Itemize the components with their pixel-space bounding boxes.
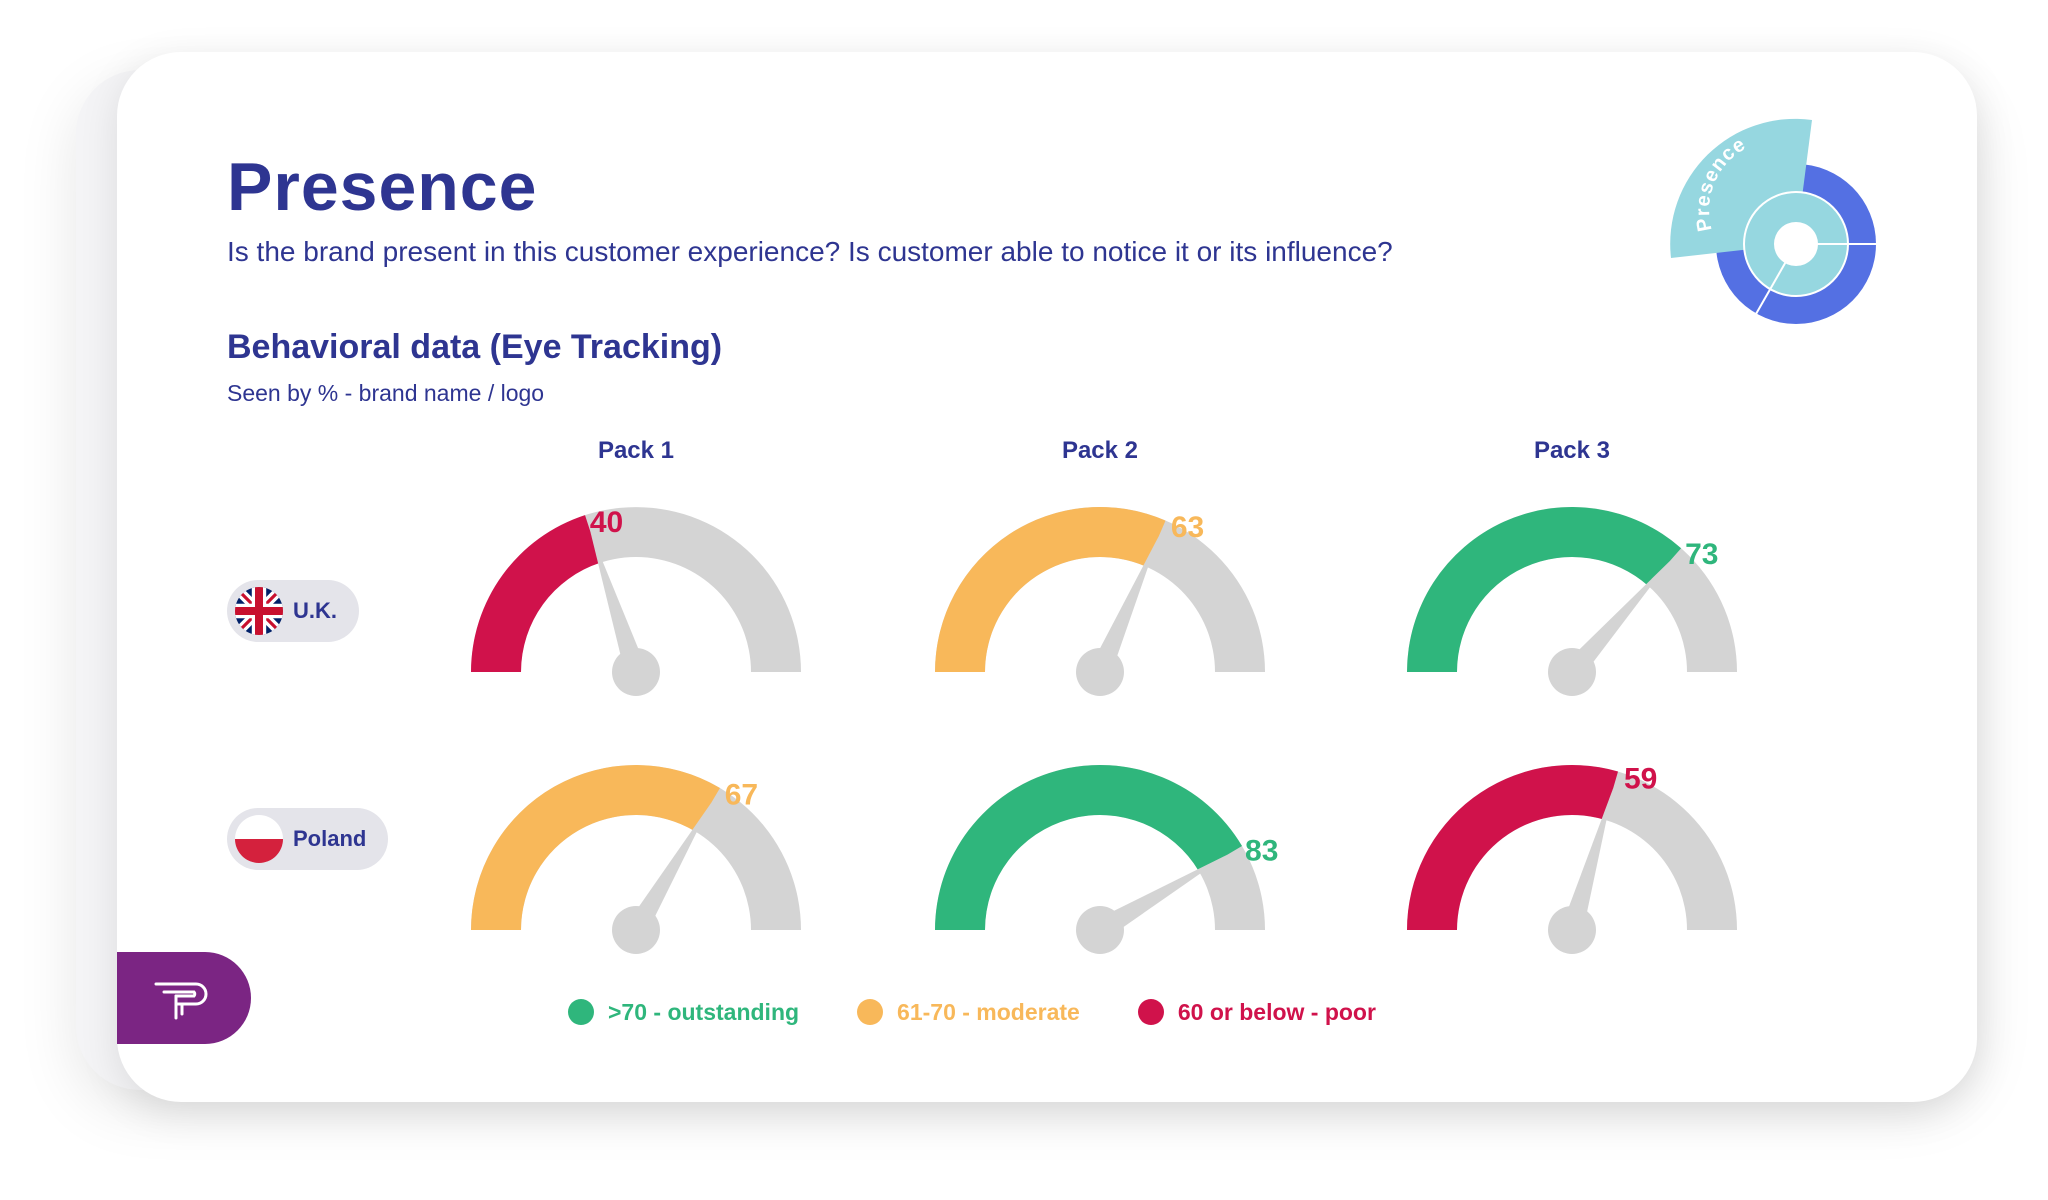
- gauge-value-label: 83: [1245, 835, 1278, 868]
- chart-legend: >70 - outstanding 61-70 - moderate 60 or…: [568, 992, 1434, 1032]
- section-subtitle: Seen by % - brand name / logo: [227, 380, 545, 406]
- gauge-value-label: 40: [590, 506, 623, 539]
- gauge-needle-hub: [1548, 648, 1596, 696]
- legend-item-moderate: 61-70 - moderate: [857, 999, 1080, 1026]
- gauge-needle: [1094, 854, 1228, 940]
- gauge-value-label: 63: [1171, 511, 1204, 544]
- brand-logo-icon: [154, 982, 208, 1020]
- gauge-value-arc: [471, 765, 720, 930]
- gauge-value-arc: [935, 764, 1243, 930]
- legend-label: 60 or below - poor: [1177, 998, 1376, 1025]
- gauge-needle-hub: [612, 648, 660, 696]
- pack-label: Pack 1: [598, 437, 674, 464]
- gauge-value-label: 73: [1685, 538, 1718, 571]
- country-name: U.K.: [293, 598, 337, 623]
- gauge-needle-hub: [1548, 906, 1596, 954]
- legend-item-poor: 60 or below - poor: [1137, 998, 1376, 1026]
- legend-item-outstanding: >70 - outstanding: [568, 999, 799, 1026]
- country-pill-poland: Poland: [227, 808, 389, 870]
- gauge-value-label: 59: [1624, 762, 1657, 795]
- badge-sector: [1670, 118, 1812, 258]
- country-pill-uk: U.K.: [227, 580, 359, 642]
- gauge-value-arc: [1407, 507, 1682, 672]
- gauge-needle: [590, 531, 647, 676]
- legend-dot: [568, 999, 594, 1025]
- legend-label: >70 - outstanding: [608, 998, 800, 1025]
- legend-dot: [1137, 999, 1164, 1025]
- pack-label: Pack 2: [1062, 437, 1138, 464]
- country-name: Poland: [293, 826, 367, 851]
- gauge-value-arc: [1407, 764, 1619, 930]
- brand-logo: [117, 952, 251, 1044]
- pack-label: Pack 3: [1534, 437, 1610, 464]
- presence-badge-icon: Presence: [1670, 118, 1876, 324]
- poland-flag-icon: [235, 815, 283, 863]
- badge-hole: [1774, 222, 1818, 266]
- uk-flag-icon: [235, 587, 283, 635]
- page-subtitle: Is the brand present in this customer ex…: [227, 236, 1393, 267]
- gauge-needle-hub: [1076, 648, 1124, 696]
- gauge-value-arc: [935, 506, 1166, 672]
- gauge-value-arc: [471, 515, 601, 672]
- legend-dot: [857, 999, 884, 1025]
- legend-label: 61-70 - moderate: [897, 998, 1080, 1025]
- gauge-value-label: 67: [725, 778, 758, 811]
- page-title: Presence: [227, 149, 538, 225]
- gauge-needle: [1561, 787, 1614, 934]
- gauge-needle: [1563, 560, 1670, 680]
- gauge-needle: [1089, 536, 1159, 677]
- gauge-needle-hub: [612, 906, 660, 954]
- badge-inner-ring-line: [1743, 191, 1849, 297]
- gauge-needle: [626, 802, 712, 936]
- gauge-needle-hub: [1076, 906, 1124, 954]
- section-title: Behavioral data (Eye Tracking): [227, 328, 723, 366]
